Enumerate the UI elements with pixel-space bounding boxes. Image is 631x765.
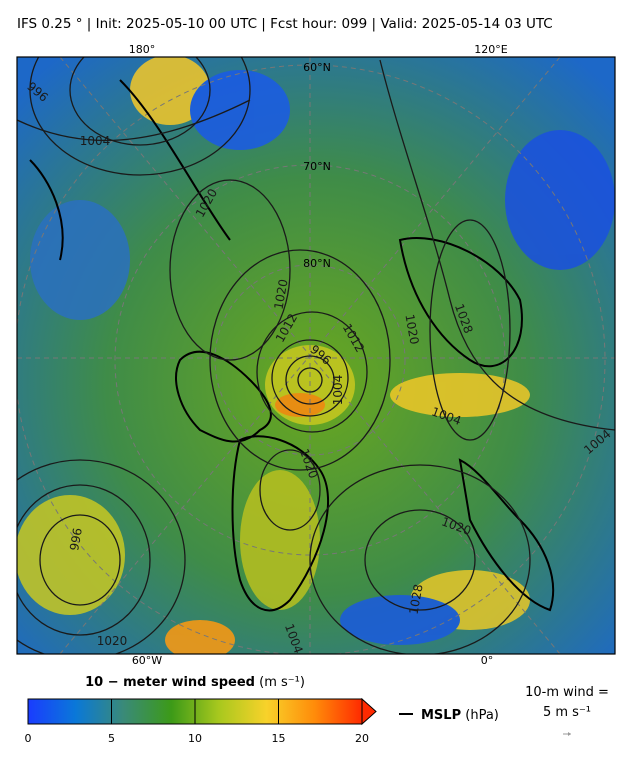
colorbar-title: 10 − meter wind speed xyxy=(85,675,255,690)
colorbar: 10 − meter wind speed (m s⁻¹) 0 5 10 15 20 xyxy=(25,675,377,745)
title: IFS 0.25 ° | Init: 2025-05-10 00 UTC | F… xyxy=(17,16,553,32)
colorbar-label: 10 − meter wind speed (m s⁻¹) xyxy=(85,675,305,690)
contour-label: 1020 xyxy=(402,313,421,346)
contour-label: 1028 xyxy=(407,583,426,616)
longitude-label: 60°W xyxy=(132,654,162,667)
colorbar-tick-label: 15 xyxy=(272,732,286,745)
latitude-label: 60°N xyxy=(303,61,331,74)
longitude-label: 180° xyxy=(129,43,156,56)
wind-key-arrowhead xyxy=(568,732,571,736)
colorbar-unit: (m s⁻¹) xyxy=(259,675,305,690)
mslp-unit: (hPa) xyxy=(465,708,499,723)
longitude-label: 120°E xyxy=(474,43,507,56)
wind-key-line2: 5 m s⁻¹ xyxy=(543,705,591,720)
wind-field xyxy=(17,57,615,654)
contour-label: 1004 xyxy=(331,375,345,406)
map-labels: 180° 120°E 60°W 0° 60°N 70°N 80°N xyxy=(129,43,508,667)
colorbar-tick-label: 0 xyxy=(25,732,32,745)
contour-label: 1004 xyxy=(80,134,111,148)
colorbar-tick-label: 20 xyxy=(355,732,369,745)
coastlines xyxy=(29,79,555,612)
map-frame xyxy=(16,56,616,655)
latitude-label: 80°N xyxy=(303,257,331,270)
colorbar-extension xyxy=(361,697,377,726)
mslp-legend: MSLP (hPa) xyxy=(399,708,499,723)
contour-label: 996 xyxy=(67,527,85,552)
contour-label: 1020 xyxy=(272,278,291,311)
mslp-contours xyxy=(17,57,615,654)
wind-key: 10-m wind = 5 m s⁻¹ xyxy=(525,685,609,736)
colorbar-tick-label: 5 xyxy=(108,732,115,745)
latitude-label: 70°N xyxy=(303,160,331,173)
wind-key-line1: 10-m wind = xyxy=(525,685,609,700)
colorbar-tick-label: 10 xyxy=(188,732,202,745)
longitude-label: 0° xyxy=(481,654,494,667)
contour-label: 1020 xyxy=(97,634,128,648)
mslp-name: MSLP xyxy=(421,708,461,723)
mslp-legend-label: MSLP (hPa) xyxy=(421,708,499,723)
